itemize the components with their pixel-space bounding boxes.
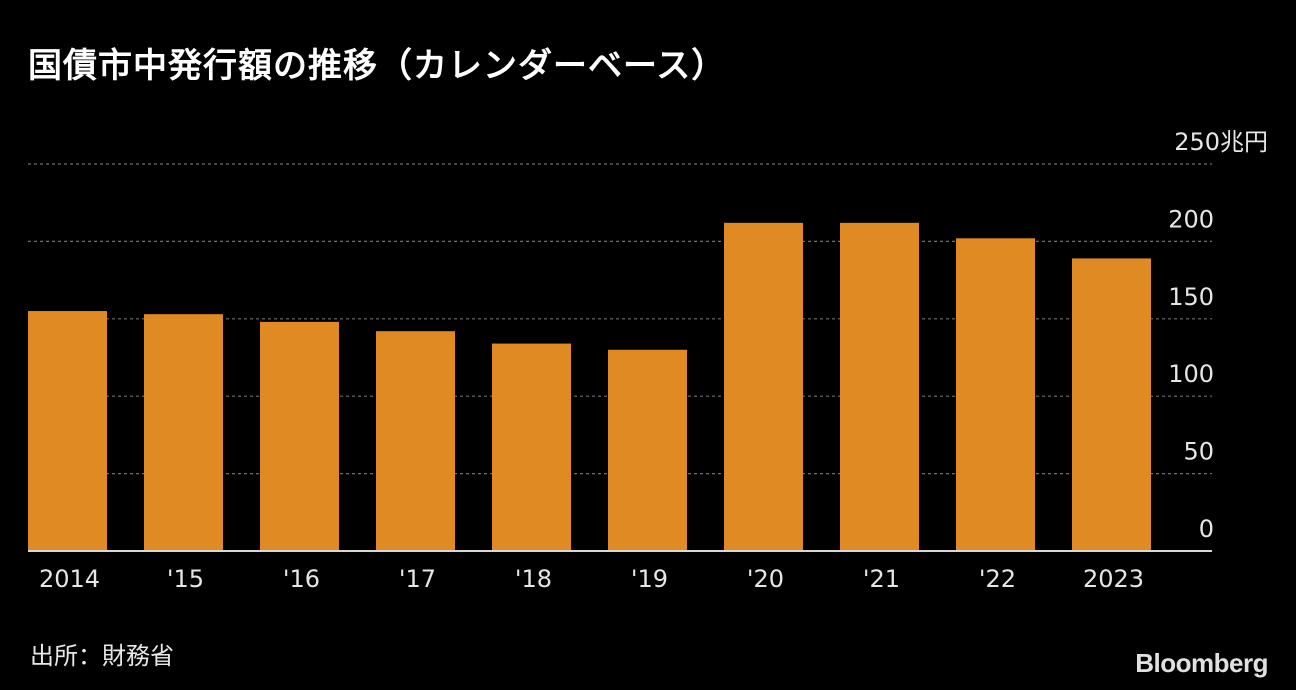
source-note: 出所：財務省 (30, 642, 174, 670)
bar (144, 314, 223, 551)
x-tick-label: '22 (979, 565, 1016, 593)
x-tick-label: '19 (631, 565, 668, 593)
bar (608, 349, 687, 551)
bar (28, 311, 107, 551)
x-tick-label: '18 (515, 565, 552, 593)
bar (1072, 258, 1151, 551)
y-tick-label: 150 (1168, 283, 1214, 311)
bar (376, 331, 455, 551)
x-tick-label: '20 (747, 565, 784, 593)
x-tick-label: 2023 (1083, 565, 1144, 593)
x-tick-label: 2014 (39, 565, 100, 593)
bar (724, 222, 803, 551)
y-tick-label: 100 (1168, 360, 1214, 388)
x-tick-label: '17 (399, 565, 436, 593)
y-tick-label: 50 (1183, 438, 1214, 466)
y-tick-label: 200 (1168, 205, 1214, 233)
bloomberg-logo: Bloomberg (1135, 648, 1268, 678)
x-tick-label: '15 (167, 565, 204, 593)
y-tick-label: 250兆円 (1174, 128, 1268, 156)
bar (956, 238, 1035, 551)
bar (840, 222, 919, 551)
x-tick-label: '21 (863, 565, 900, 593)
x-tick-label: '16 (283, 565, 320, 593)
bar (492, 343, 571, 551)
y-tick-label: 0 (1199, 515, 1214, 543)
bar (260, 321, 339, 551)
chart-title: 国債市中発行額の推移（カレンダーベース） (28, 46, 727, 86)
